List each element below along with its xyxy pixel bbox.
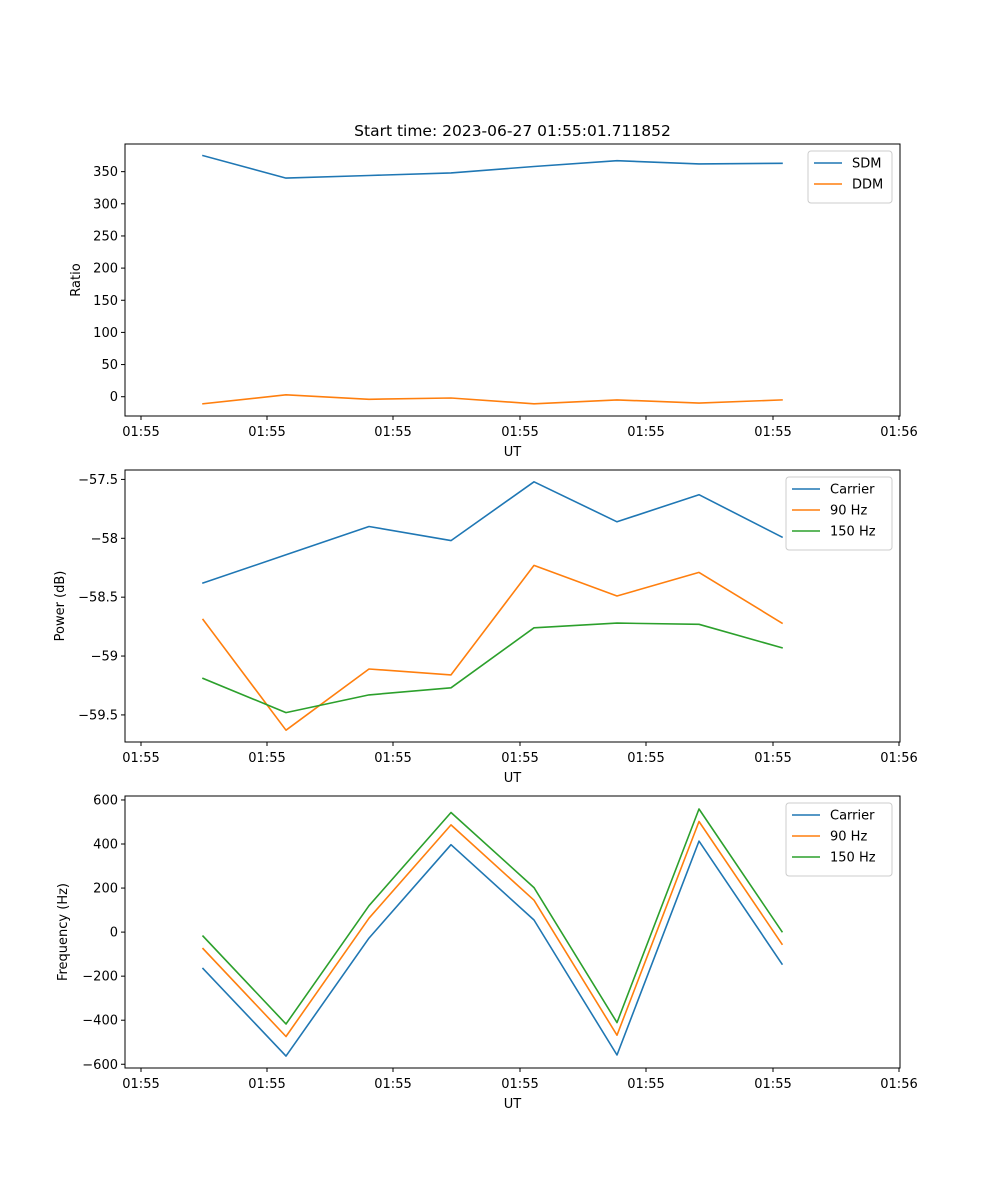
x-tick-label: 01:55 xyxy=(122,425,159,440)
y-tick-label: −600 xyxy=(82,1058,118,1073)
x-tick-label: 01:56 xyxy=(880,1077,917,1092)
x-tick-label: 01:55 xyxy=(627,1077,664,1092)
y-tick-label: −59.5 xyxy=(78,708,118,723)
y-tick-label: 300 xyxy=(93,197,118,212)
ratio-panel: Start time: 2023-06-27 01:55:01.711852 0… xyxy=(69,122,918,460)
legend-label: 90 Hz xyxy=(830,504,867,519)
x-tick-label: 01:55 xyxy=(754,751,791,766)
x-tick-label: 01:55 xyxy=(627,425,664,440)
y-tick-label: 400 xyxy=(93,838,118,853)
legend-label: 150 Hz xyxy=(830,525,876,540)
x-tick-label: 01:55 xyxy=(374,751,411,766)
y-tick-label: 100 xyxy=(93,326,118,341)
legend-label: 150 Hz xyxy=(830,851,876,866)
y-tick-label: 200 xyxy=(93,262,118,277)
x-tick-label: 01:55 xyxy=(501,425,538,440)
x-tick-label: 01:55 xyxy=(248,1077,285,1092)
y-axis-label: Ratio xyxy=(69,263,84,296)
y-tick-label: −58.5 xyxy=(78,591,118,606)
series-line-150-hz xyxy=(201,622,783,714)
x-tick-label: 01:55 xyxy=(754,1077,791,1092)
power-panel: 01:55 01:55 01:55 01:55 01:55 01:55 01:56 −59.5… xyxy=(53,469,918,786)
legend-label: Carrier xyxy=(830,809,875,824)
series-line-90-hz xyxy=(201,564,784,732)
y-tick-label: −400 xyxy=(82,1014,118,1029)
legend-label: Carrier xyxy=(830,483,875,498)
y-tick-label: 350 xyxy=(93,165,118,180)
y-tick-label: 0 xyxy=(110,390,118,405)
x-tick-label: 01:56 xyxy=(880,751,917,766)
series-line-sdm xyxy=(202,154,783,179)
x-tick-label: 01:55 xyxy=(374,425,411,440)
x-axis-label: UT xyxy=(504,445,522,460)
y-tick-label: 250 xyxy=(93,229,118,244)
series-line-150-hz xyxy=(201,808,784,1025)
y-tick-label: 150 xyxy=(93,294,118,309)
legend: Carrier 90 Hz 150 Hz xyxy=(785,802,893,877)
y-axis-label: Frequency (Hz) xyxy=(56,883,71,981)
x-tick-label: 01:55 xyxy=(501,751,538,766)
series-line-ddm xyxy=(202,393,783,405)
plot-frame xyxy=(124,469,901,743)
y-tick-label: −200 xyxy=(82,970,118,985)
x-tick-label: 01:55 xyxy=(627,751,664,766)
legend-label: DDM xyxy=(852,178,883,193)
x-tick-label: 01:55 xyxy=(248,425,285,440)
legend: SDM DDM xyxy=(807,150,893,204)
y-tick-label: 0 xyxy=(110,926,118,941)
y-axis-label: Power (dB) xyxy=(53,571,68,642)
legend-label: SDM xyxy=(852,157,881,172)
y-tick-label: −59 xyxy=(91,650,118,665)
legend-label: 90 Hz xyxy=(830,830,867,845)
y-tick-label: −58 xyxy=(91,532,118,547)
legend-box xyxy=(807,150,893,204)
x-axis-label: UT xyxy=(504,1097,522,1112)
y-tick-label: 600 xyxy=(93,793,118,808)
series-line-90-hz xyxy=(201,820,784,1038)
y-tick-label: −57.5 xyxy=(78,473,118,488)
series-line-carrier xyxy=(201,840,784,1057)
x-tick-label: 01:55 xyxy=(248,751,285,766)
plot-frame xyxy=(124,795,901,1069)
y-tick-label: 50 xyxy=(101,358,118,373)
x-axis-label: UT xyxy=(504,771,522,786)
series-line-carrier xyxy=(201,480,784,585)
frequency-panel: 01:55 01:55 01:55 01:55 01:55 01:55 01:56 −600 −… xyxy=(56,793,918,1112)
x-tick-label: 01:55 xyxy=(501,1077,538,1092)
plot-frame xyxy=(124,143,901,417)
x-tick-label: 01:55 xyxy=(122,1077,159,1092)
x-tick-label: 01:56 xyxy=(880,425,917,440)
x-tick-label: 01:55 xyxy=(374,1077,411,1092)
x-tick-label: 01:55 xyxy=(122,751,159,766)
chart-title: Start time: 2023-06-27 01:55:01.711852 xyxy=(354,122,671,140)
legend: Carrier 90 Hz 150 Hz xyxy=(785,476,893,551)
x-tick-label: 01:55 xyxy=(754,425,791,440)
y-tick-label: 200 xyxy=(93,882,118,897)
